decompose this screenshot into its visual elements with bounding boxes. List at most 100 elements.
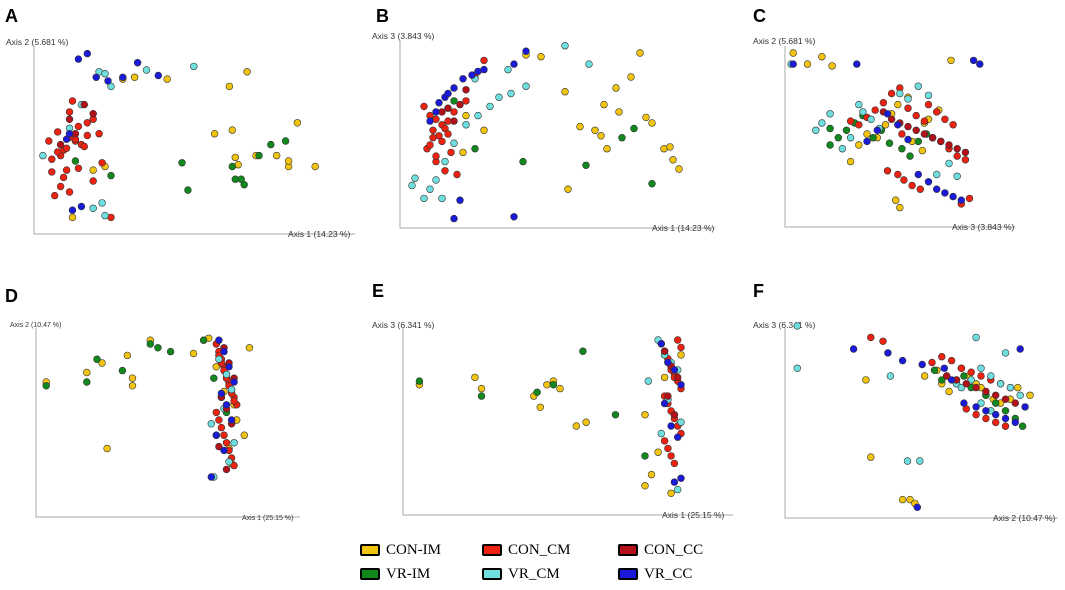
panel-c-axes (784, 46, 1015, 228)
point-con-im (536, 403, 544, 411)
point-con-cc (991, 391, 1000, 399)
point-con-im (894, 100, 902, 109)
point-vr-cc (456, 196, 464, 204)
point-vr-cc (459, 75, 467, 83)
point-vr-cc (104, 77, 112, 85)
point-vr-cc (673, 433, 682, 441)
point-con-im (537, 52, 545, 61)
point-con-cm (68, 97, 77, 105)
point-vr-cc (932, 185, 941, 193)
point-con-im (918, 146, 927, 155)
point-vr-cc (227, 416, 236, 424)
point-vr-im (582, 161, 590, 170)
point-con-im (641, 482, 649, 490)
point-con-im (231, 153, 240, 162)
point-con-im (459, 148, 467, 157)
point-vr-cm (924, 91, 933, 100)
point-vr-im (630, 124, 638, 133)
point-con-cc (80, 100, 89, 109)
point-con-im (818, 52, 826, 61)
point-con-cm (462, 97, 470, 105)
point-vr-cc (522, 47, 530, 55)
point-vr-cm (420, 194, 428, 203)
point-vr-cc (657, 340, 665, 348)
point-vr-im (648, 180, 656, 188)
point-vr-cc (664, 358, 672, 367)
point-vr-im (237, 175, 245, 183)
panel-e: E Axis 3 (6.341 %) Axis 1 (25.15 %) (372, 281, 733, 520)
point-vr-cm (972, 333, 980, 342)
point-vr-cm (818, 119, 826, 127)
legend-swatch (618, 544, 638, 556)
point-con-cc (972, 383, 980, 392)
point-vr-cm (561, 41, 569, 50)
point-con-im (68, 213, 77, 222)
point-vr-cc (68, 206, 77, 214)
panel-b-xlabel: Axis 1 (14.23 %) (652, 223, 715, 233)
point-con-cm (48, 168, 56, 176)
legend-item-con-cm: CON_CM (482, 540, 571, 560)
point-con-cm (80, 142, 89, 151)
point-con-im (462, 111, 470, 120)
point-vr-cm (450, 139, 458, 147)
point-vr-cm (977, 364, 985, 372)
point-vr-cm (977, 399, 985, 407)
point-vr-cm (507, 89, 515, 98)
point-vr-im (83, 378, 91, 386)
panel-f-xlabel: Axis 2 (10.47 %) (993, 513, 1056, 523)
point-con-im (945, 387, 953, 396)
point-con-cm (438, 137, 446, 146)
point-vr-cc (670, 478, 679, 486)
legend-label: CON_CM (508, 541, 571, 558)
point-con-im (803, 60, 812, 68)
legend-item-vr-im: VR-IM (360, 564, 430, 584)
point-con-im (603, 145, 611, 153)
point-con-im (641, 411, 649, 419)
legend-swatch (360, 568, 380, 580)
point-con-im (130, 73, 139, 82)
point-con-cm (48, 155, 56, 163)
point-vr-im (281, 137, 290, 145)
point-vr-cc (510, 60, 518, 68)
point-con-im (243, 68, 251, 76)
point-con-cm (938, 353, 946, 361)
point-con-cc (982, 387, 990, 396)
point-con-cc (462, 86, 470, 94)
panel-c: C Axis 2 (5.681 %) Axis 3 (3.843 %) (753, 6, 1015, 232)
point-vr-cm (945, 159, 953, 168)
point-vr-cm (932, 170, 941, 179)
point-vr-im (842, 126, 851, 135)
point-vr-cm (142, 66, 151, 74)
legend-label: VR_CM (508, 565, 560, 582)
point-con-im (675, 165, 683, 173)
legend-item-vr-cc: VR_CC (618, 564, 692, 584)
point-con-im (189, 349, 198, 358)
point-vr-im (991, 399, 1000, 407)
point-con-im (591, 126, 599, 135)
point-con-cm (450, 108, 458, 116)
point-vr-cc (215, 336, 223, 344)
point-con-cm (894, 170, 902, 179)
panel-b-letter: B (376, 6, 389, 26)
point-vr-im (255, 151, 263, 160)
point-vr-im (450, 97, 458, 105)
point-vr-cc (982, 407, 990, 415)
point-vr-im (42, 382, 50, 390)
point-con-im (103, 444, 111, 453)
point-vr-cc (991, 410, 1000, 419)
point-vr-cc (230, 378, 238, 386)
point-con-cm (898, 130, 906, 138)
point-con-im (561, 87, 569, 96)
point-vr-cc (1021, 403, 1029, 411)
point-con-cm (871, 106, 879, 114)
point-con-im (556, 384, 564, 393)
point-vr-cm (227, 385, 236, 394)
point-con-im (128, 374, 137, 382)
point-con-cc (664, 392, 672, 400)
point-vr-cm (438, 194, 446, 203)
point-con-cm (920, 117, 929, 125)
point-con-im (660, 373, 669, 382)
panel-c-letter: C (753, 6, 766, 26)
point-vr-cm (486, 102, 494, 111)
